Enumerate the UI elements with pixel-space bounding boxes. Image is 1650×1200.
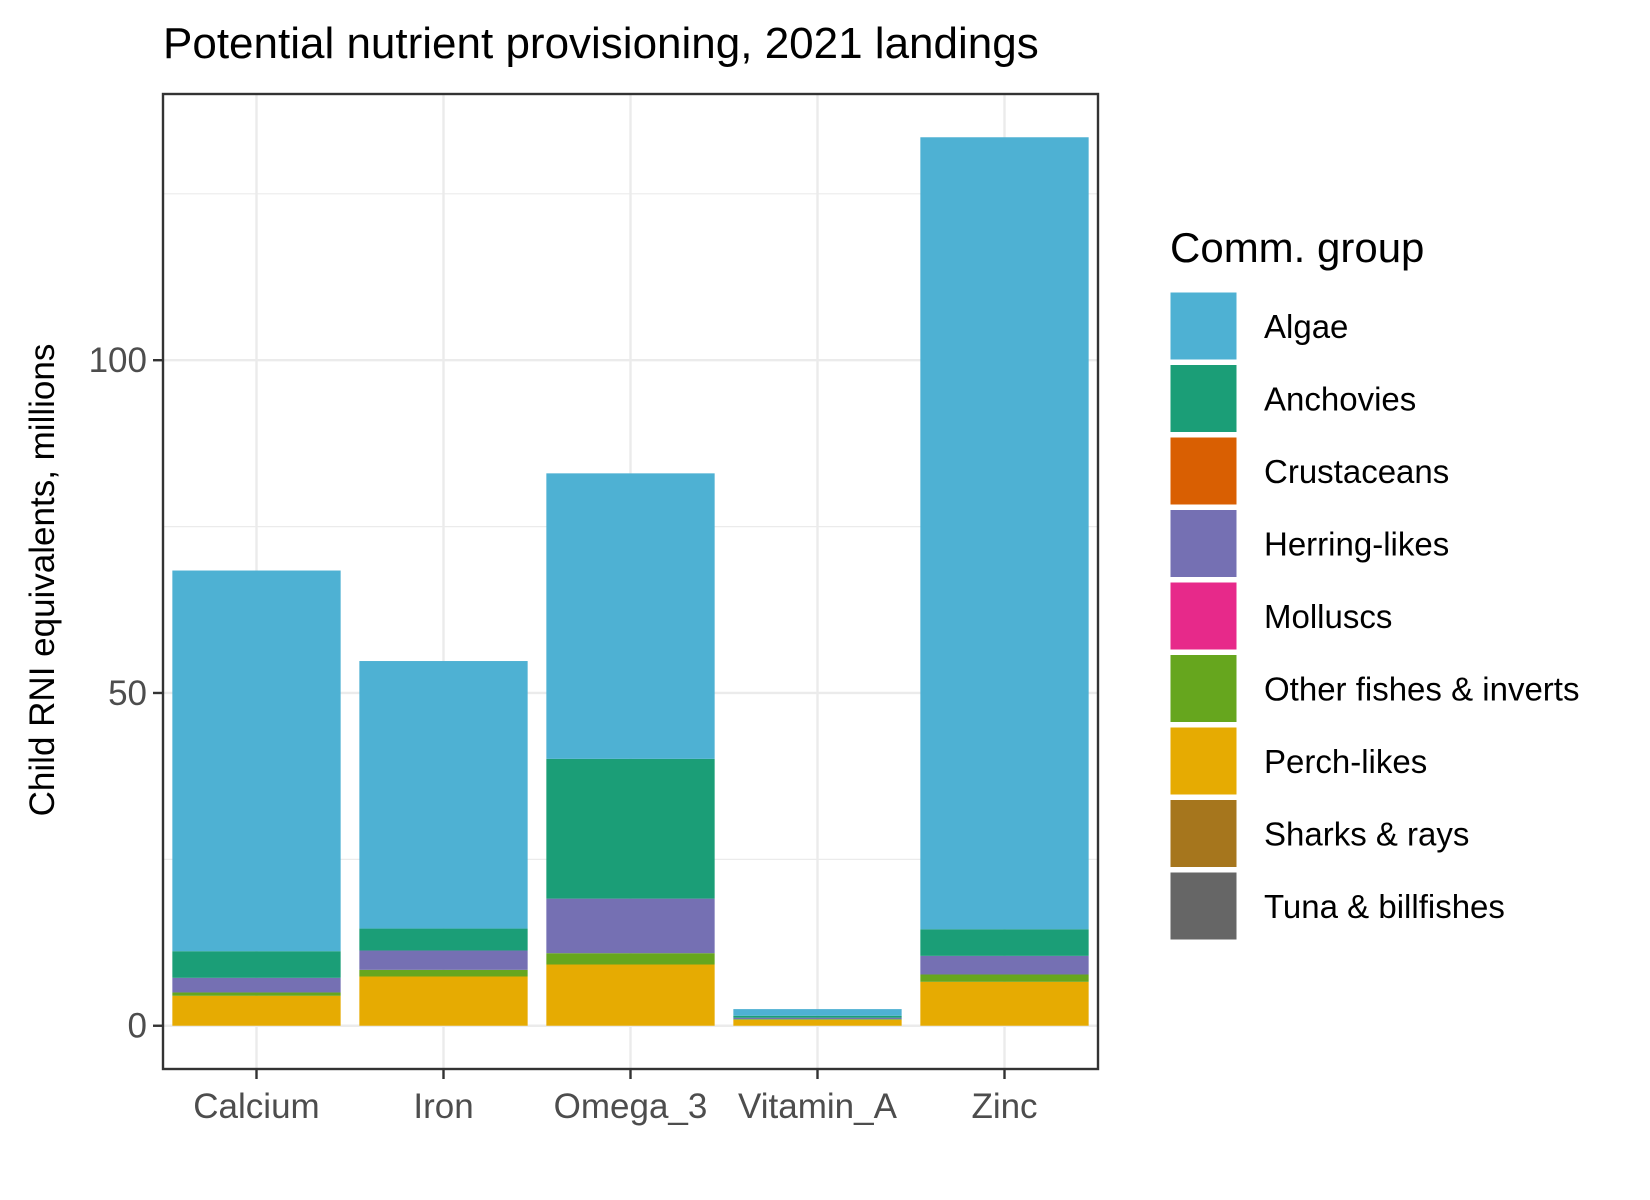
bar-iron-perch-likes <box>359 976 528 1026</box>
bar-vitamin-a-perch-likes <box>733 1019 902 1026</box>
bar-iron-anchovies <box>359 928 528 951</box>
legend-key-sharks-rays <box>1169 799 1238 868</box>
bar-omega-3-other-fishes-inverts <box>546 953 715 965</box>
bar-calcium-algae <box>172 570 341 952</box>
legend-key-tuna-billfishes <box>1169 871 1238 941</box>
legend-label-molluscs: Molluscs <box>1264 598 1392 635</box>
bar-vitamin-a-other-fishes-inverts <box>733 1019 902 1020</box>
legend-key-perch-likes <box>1169 726 1238 796</box>
bar-omega-3-perch-likes <box>546 964 715 1026</box>
bar-zinc-algae <box>920 137 1089 930</box>
legend-label-tuna-billfishes: Tuna & billfishes <box>1264 888 1505 925</box>
y-axis-title: Child RNI equivalents, millions <box>23 344 62 817</box>
legend-key-crustaceans <box>1169 436 1238 506</box>
bar-calcium-other-fishes-inverts <box>172 992 341 996</box>
y-tick-label: 0 <box>128 1007 147 1046</box>
x-tick-label: Omega_3 <box>554 1087 708 1126</box>
plot-area: 0 50 100 Calcium Iron Omega_3 Vitamin_A Zinc <box>89 92 1100 1126</box>
bar-iron-herring-likes <box>359 950 528 970</box>
legend-key-algae <box>1169 291 1238 361</box>
legend-key-molluscs <box>1169 581 1238 651</box>
bar-vitamin-a-algae <box>733 1009 902 1016</box>
legend-label-anchovies: Anchovies <box>1264 381 1416 418</box>
x-tick-label: Zinc <box>971 1087 1037 1126</box>
y-tick-label: 50 <box>108 674 147 713</box>
x-tick-label: Calcium <box>193 1087 319 1126</box>
bar-iron-algae <box>359 661 528 929</box>
bar-vitamin-a-herring-likes <box>733 1017 902 1020</box>
bar-calcium-anchovies <box>172 951 341 978</box>
legend-key-herring-likes <box>1169 509 1238 578</box>
bar-iron-other-fishes-inverts <box>359 969 528 977</box>
bar-omega-3-anchovies <box>546 758 715 899</box>
legend-key-anchovies <box>1169 364 1238 433</box>
bar-zinc-other-fishes-inverts <box>920 974 1089 982</box>
legend-label-perch-likes: Perch-likes <box>1264 743 1427 780</box>
bar-calcium-herring-likes <box>172 977 341 993</box>
bar-zinc-perch-likes <box>920 981 1089 1026</box>
x-tick-label: Iron <box>413 1087 473 1126</box>
legend-label-herring-likes: Herring-likes <box>1264 526 1449 563</box>
legend-title: Comm. group <box>1170 224 1424 271</box>
legend-label-algae: Algae <box>1264 308 1348 345</box>
legend: Comm. group Algae Anchovies Crustaceans Her… <box>1169 224 1579 941</box>
legend-label-sharks-rays: Sharks & rays <box>1264 816 1469 853</box>
bar-omega-3-herring-likes <box>546 898 715 954</box>
legend-key-other-fishes-inverts <box>1169 654 1238 723</box>
y-tick-label: 100 <box>89 341 147 380</box>
legend-label-other-fishes-inverts: Other fishes & inverts <box>1264 671 1579 708</box>
bar-zinc-herring-likes <box>920 955 1089 975</box>
legend-label-crustaceans: Crustaceans <box>1264 453 1449 490</box>
bar-omega-3-algae <box>546 473 715 759</box>
bar-vitamin-a-anchovies <box>733 1015 902 1018</box>
chart-title: Potential nutrient provisioning, 2021 la… <box>163 19 1039 68</box>
x-tick-label: Vitamin_A <box>738 1087 898 1126</box>
bar-zinc-anchovies <box>920 929 1089 956</box>
bar-calcium-perch-likes <box>172 995 341 1026</box>
